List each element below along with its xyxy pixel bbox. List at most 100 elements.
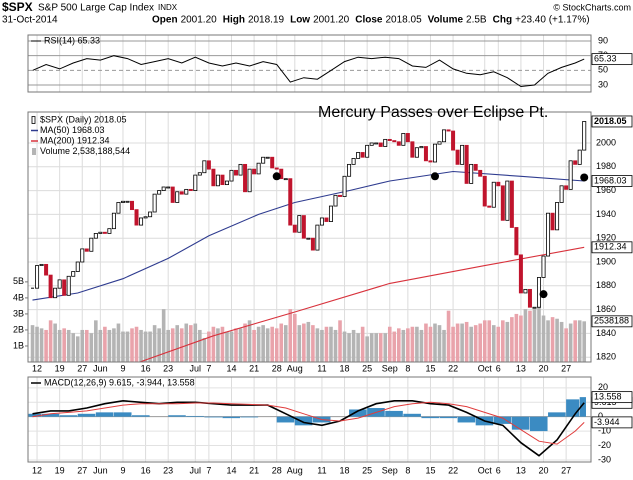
volume-bar xyxy=(39,328,44,362)
x-tick-label: 27 xyxy=(561,465,571,475)
macd-histogram-bar xyxy=(529,416,548,432)
y-tick-label: 1960 xyxy=(596,185,616,195)
volume-bar xyxy=(44,329,48,362)
x-tick-label: 11 xyxy=(317,363,326,373)
candle xyxy=(419,146,424,149)
volume-tick-label: 3B xyxy=(13,308,24,318)
volume-bar xyxy=(256,326,261,362)
volume-bar xyxy=(121,331,125,362)
rsi-label: RSI(14) 65.33 xyxy=(44,35,100,45)
rsi-tick-label: 90 xyxy=(598,35,608,45)
volume-bar xyxy=(555,318,559,362)
volume-bar xyxy=(116,323,121,362)
ma200-tag-box xyxy=(591,241,633,254)
stat-name: Volume xyxy=(428,15,464,26)
volume-bar xyxy=(198,329,202,362)
candle xyxy=(347,163,352,177)
volume-bar xyxy=(125,331,130,362)
candle xyxy=(500,185,505,221)
macd-histogram-bar xyxy=(579,397,586,417)
macd-histogram-bar xyxy=(349,409,367,417)
volume-bar xyxy=(451,326,455,362)
stat-name: Chg xyxy=(493,15,512,26)
volume-bar xyxy=(161,309,166,362)
volume-bar xyxy=(184,323,189,362)
stat-value: +23.40 (+1.17%) xyxy=(515,15,590,26)
x-tick-label: 19 xyxy=(55,465,65,475)
volume-bar xyxy=(496,326,501,362)
volume-bar xyxy=(374,333,379,362)
volume-bar xyxy=(387,326,392,362)
candle xyxy=(324,217,329,222)
date: 31-Oct-2014 xyxy=(2,15,58,26)
volume-bar xyxy=(130,328,134,362)
candle xyxy=(518,254,523,294)
volume-bar xyxy=(30,325,35,362)
macd-tag: -3.944 xyxy=(594,417,620,427)
candle xyxy=(437,141,442,145)
volume-bar xyxy=(252,329,256,362)
volume-bar xyxy=(48,320,53,362)
x-tick-label: Jun xyxy=(93,363,108,373)
volume-bar xyxy=(410,326,415,362)
candle xyxy=(582,121,587,151)
candle xyxy=(338,194,343,197)
volume-bar xyxy=(53,323,57,362)
volume-bar xyxy=(71,333,76,362)
ma200-tag: 1912.34 xyxy=(594,242,627,252)
candle xyxy=(256,162,261,175)
volume-bar xyxy=(166,329,170,362)
volume-bar xyxy=(112,328,116,362)
volume-bar xyxy=(455,323,460,362)
volume-bar xyxy=(568,323,573,362)
x-tick-label: 14 xyxy=(226,363,236,373)
candle xyxy=(265,156,270,159)
candle xyxy=(541,255,546,278)
price-layer xyxy=(30,121,589,362)
volume-bar xyxy=(329,326,333,362)
x-tick-label: Oct xyxy=(478,363,493,373)
candle xyxy=(93,233,98,239)
volume-bar xyxy=(261,325,265,362)
candle xyxy=(333,194,338,207)
volume-bar xyxy=(559,321,564,362)
macd-histogram-bar xyxy=(276,416,295,423)
volume-bar xyxy=(532,309,537,362)
volume-bar xyxy=(98,329,103,362)
macd-tick-label: 20 xyxy=(598,382,608,392)
candle xyxy=(328,205,333,222)
volume-bar xyxy=(446,310,451,362)
x-tick-label: 20 xyxy=(539,363,549,373)
volume-bar xyxy=(62,328,66,362)
moving-average-line xyxy=(138,246,585,362)
candle xyxy=(410,141,415,158)
volume-bar xyxy=(247,320,252,362)
volume-tick-label: 1B xyxy=(13,340,24,350)
candle xyxy=(568,160,573,190)
candle xyxy=(161,186,166,191)
volume-bar xyxy=(274,328,279,362)
x-tick-label: Jun xyxy=(93,465,108,475)
volume-bar xyxy=(243,323,247,362)
stat-value: 2.5B xyxy=(466,15,487,26)
y-tick-label: 1880 xyxy=(596,280,616,290)
y-tick-label: 1920 xyxy=(596,233,616,243)
volume-bar xyxy=(134,326,139,362)
moving-average-line xyxy=(32,170,585,301)
x-tick-label: 23 xyxy=(163,465,173,475)
x-tick-label: 22 xyxy=(448,363,458,373)
macd-histogram-bar xyxy=(511,416,530,430)
macd-histogram-bar xyxy=(421,416,440,419)
candle xyxy=(252,168,257,175)
candle xyxy=(360,152,365,158)
candle xyxy=(509,180,514,228)
volume-bar xyxy=(234,328,238,362)
volume-bar xyxy=(505,321,510,362)
volume-bar xyxy=(338,320,342,362)
x-tick-label: 13 xyxy=(516,363,526,373)
x-tick-label: 7 xyxy=(206,363,211,373)
rsi-tick-label: 30 xyxy=(598,79,608,89)
volume-bar xyxy=(550,317,555,362)
macd-tag-box xyxy=(591,416,633,429)
